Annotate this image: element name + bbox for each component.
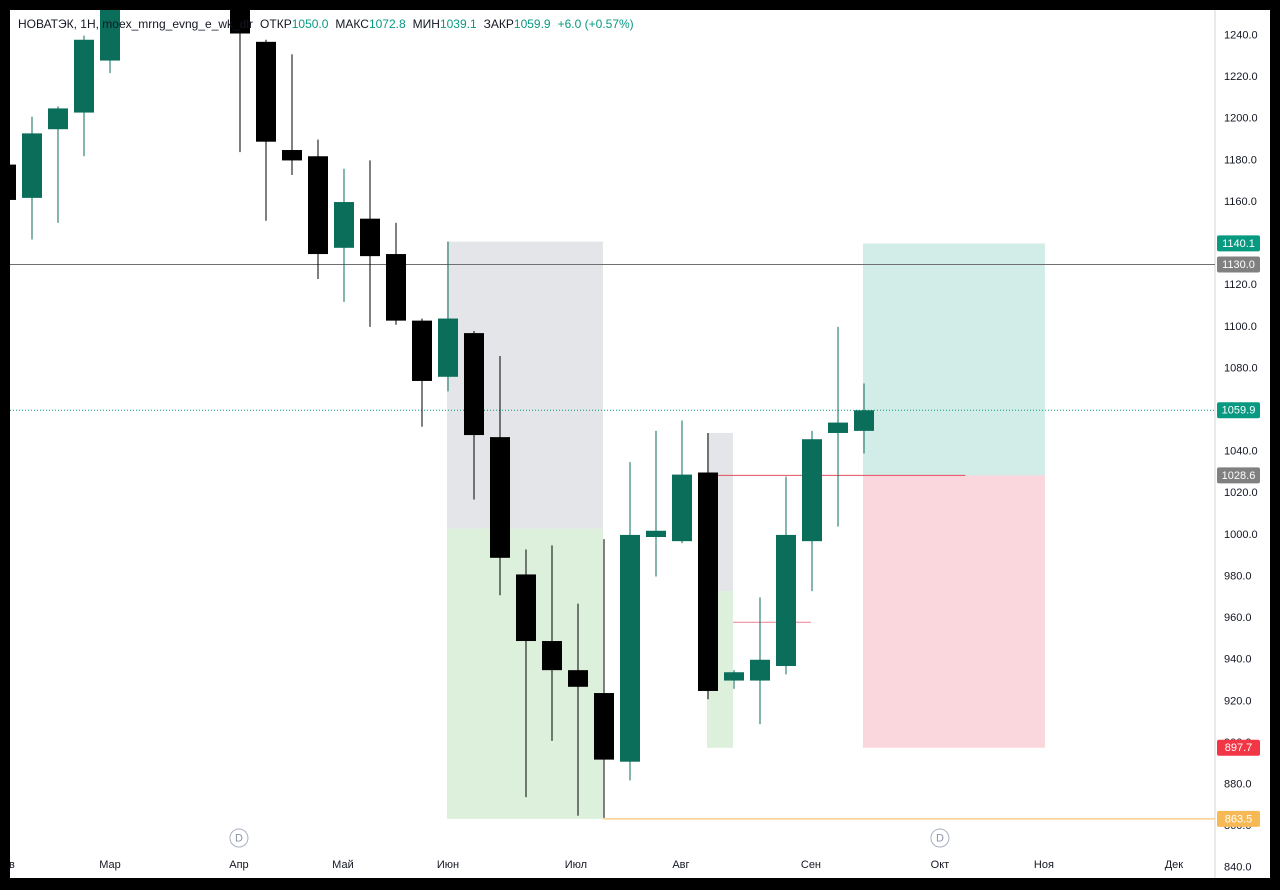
price-label-bg	[1217, 467, 1260, 484]
candle-body	[827, 422, 848, 433]
dividend-marker	[229, 828, 249, 848]
price-label: 1059.9	[1222, 405, 1256, 417]
candle-body	[671, 474, 692, 542]
candle-body	[749, 659, 770, 681]
y-tick-label: 920.0	[1224, 695, 1252, 707]
price-label: 897.7	[1225, 742, 1253, 754]
ohlc-key: МИН	[412, 17, 440, 31]
candle-body	[645, 530, 666, 537]
price-label-bg	[1217, 256, 1260, 273]
y-tick-label: 1080.0	[1224, 362, 1258, 374]
candle-body	[489, 437, 510, 558]
price-label-bg	[1217, 402, 1260, 419]
x-tick-label: Апр	[229, 859, 248, 871]
x-tick-label: Июл	[565, 859, 587, 871]
x-tick-label: Май	[332, 859, 354, 871]
y-tick-label: 1240.0	[1224, 29, 1258, 41]
price-label-bg	[1217, 235, 1260, 252]
candle-body	[515, 574, 536, 642]
y-tick-label: 980.0	[1224, 570, 1252, 582]
ohlc-key: ОТКР	[260, 17, 292, 31]
y-tick-label: 1200.0	[1224, 113, 1258, 125]
price-label: 1028.6	[1222, 470, 1256, 482]
y-tick-label: 1040.0	[1224, 446, 1258, 458]
y-tick-label: 1220.0	[1224, 71, 1258, 83]
candle-body	[385, 254, 406, 321]
x-tick-label: Авг	[672, 859, 689, 871]
chart-background	[10, 10, 1270, 878]
x-tick-label: Мар	[99, 859, 121, 871]
candle-body	[853, 410, 874, 431]
x-tick-label: в	[9, 859, 15, 871]
legend-header: НОВАТЭК, 1Н, moex_mrng_evng_e_wk_dlr ОТКР…	[18, 17, 641, 31]
ohlc-value: 1072.8	[368, 17, 406, 31]
candle-body	[10, 164, 16, 200]
candle-body	[697, 472, 718, 691]
candle-body	[99, 10, 120, 61]
candle-body	[567, 670, 588, 687]
candle-body	[255, 41, 276, 142]
candle-body	[307, 156, 328, 255]
symbol: НОВАТЭК, 1Н, moex_mrng_evng_e_wk_dlr	[18, 17, 254, 31]
y-tick-label: 1160.0	[1224, 196, 1257, 208]
candle-body	[281, 150, 302, 161]
y-tick-label: 960.0	[1224, 612, 1252, 624]
candle-body	[21, 133, 42, 198]
y-tick-label: 1180.0	[1224, 154, 1257, 166]
candle-body	[775, 534, 796, 666]
y-tick-label: 880.0	[1224, 778, 1252, 790]
ohlc-key: ЗАКР	[483, 17, 514, 31]
candle-body	[801, 439, 822, 542]
x-tick-label: Июн	[437, 859, 459, 871]
candle-body	[47, 108, 68, 130]
candle-body	[541, 641, 562, 671]
change: +6.0 (+0.57%)	[557, 17, 634, 31]
x-tick-label: Ноя	[1034, 859, 1054, 871]
candle-body	[593, 693, 614, 760]
candle-body	[463, 333, 484, 436]
price-axis: 840.0860.0880.0900.0920.0940.0960.0980.0…	[1217, 29, 1260, 874]
price-label: 863.5	[1225, 813, 1253, 825]
x-tick-label: Сен	[801, 859, 821, 871]
price-label-bg	[1217, 810, 1260, 827]
ohlc: ОТКР1050.0 МАКС1072.8 МИН1039.1 ЗАКР1059.9	[260, 17, 558, 31]
x-tick-label: Дек	[1165, 859, 1184, 871]
y-tick-label: 1120.0	[1224, 279, 1257, 291]
x-tick-label: Окт	[931, 859, 950, 871]
ohlc-value: 1039.1	[439, 17, 477, 31]
drawing-box	[862, 243, 1045, 476]
y-tick-label: 940.0	[1224, 654, 1252, 666]
price-label: 1130.0	[1222, 259, 1255, 271]
price-label-bg	[1217, 739, 1260, 756]
candle-body	[333, 202, 354, 248]
candle-body	[359, 218, 380, 257]
candle-body	[229, 10, 250, 34]
marker-label: D	[235, 832, 243, 844]
y-tick-label: 1100.0	[1224, 321, 1257, 333]
marker-label: D	[936, 832, 944, 844]
price-label: 1140.1	[1222, 238, 1255, 250]
ohlc-value: 1050.0	[291, 17, 329, 31]
y-tick-label: 1000.0	[1224, 529, 1258, 541]
y-tick-label: 1020.0	[1224, 487, 1258, 499]
candle-body	[723, 672, 744, 681]
candle-body	[411, 320, 432, 381]
y-tick-label: 840.0	[1224, 862, 1252, 874]
candle-body	[619, 534, 640, 762]
dividend-marker	[930, 828, 950, 848]
ohlc-value: 1059.9	[513, 17, 551, 31]
candle-body	[437, 318, 458, 377]
drawing-box	[862, 475, 1045, 748]
candle-body	[73, 39, 94, 113]
plot-area	[10, 10, 1215, 820]
ohlc-key: МАКС	[335, 17, 369, 31]
